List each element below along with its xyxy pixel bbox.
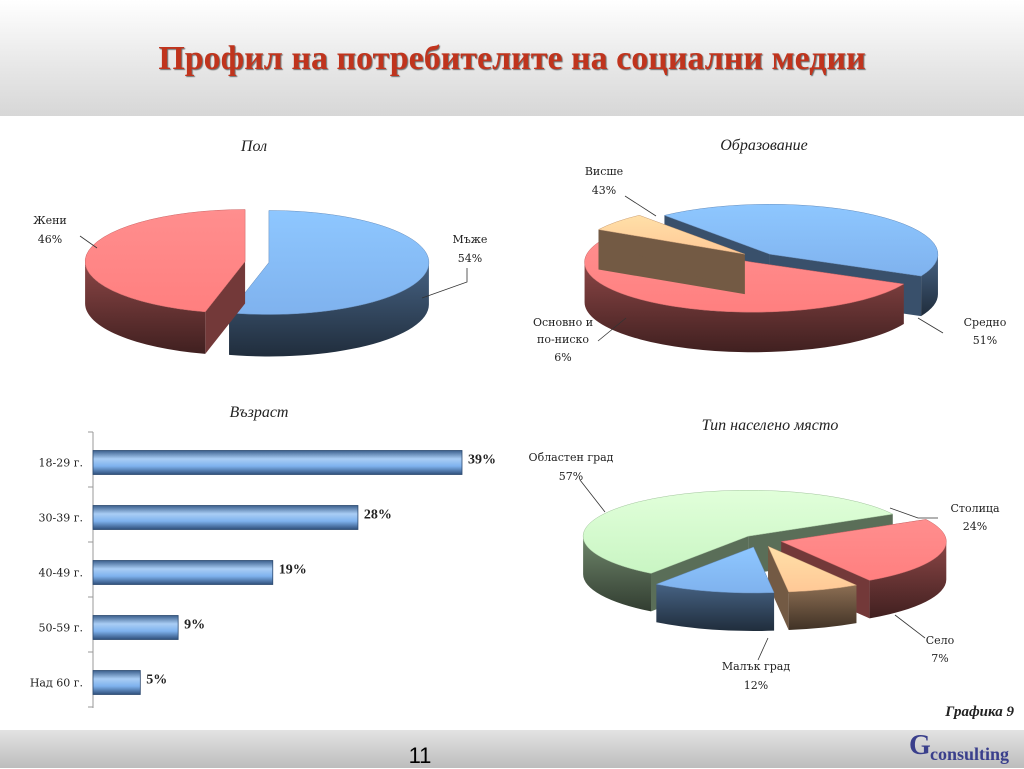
page-number: 11 [408, 743, 432, 768]
slice-pct-basic: 6% [554, 351, 571, 364]
chart-title-gender: Пол [240, 138, 267, 155]
footer-band [0, 730, 1024, 768]
slice-pct-village: 7% [931, 652, 948, 665]
age-bar-value-1: 28% [364, 508, 392, 523]
age-category-label-0: 18-29 г. [39, 457, 83, 470]
age-category-label-4: Над 60 г. [30, 677, 83, 690]
slice-pct-secondary: 51% [973, 334, 997, 347]
chart-title-age: Възраст [230, 404, 289, 421]
slice-pct-men: 54% [458, 252, 482, 265]
slice-label-village: Село [926, 634, 955, 647]
slice-label-basic-line1: Основно и [533, 316, 593, 329]
slice-pct-higher: 43% [592, 184, 616, 197]
logo-initial: G [909, 730, 931, 761]
settlement-slice-3 [655, 546, 775, 632]
pie-chart-gender [84, 209, 430, 357]
slice-label-basic-line2: по-ниско [537, 333, 589, 346]
slice-label-men: Мъже [453, 233, 488, 246]
slice-label-women: Жени [33, 214, 67, 227]
age-category-label-1: 30-39 г. [39, 512, 83, 525]
slice-label-regional-city: Областен град [529, 451, 614, 464]
slice-label-higher: Висше [585, 165, 623, 178]
slice-pct-regional-city: 57% [559, 470, 583, 483]
slice-pct-small-town: 12% [744, 679, 768, 692]
pie-chart-settlement [582, 489, 947, 632]
age-bar-value-2: 19% [279, 563, 307, 578]
slice-label-secondary: Средно [964, 316, 1007, 329]
age-bar-3 [92, 615, 179, 640]
gconsulting-logo: G consulting [905, 730, 1020, 766]
age-bar-value-4: 5% [146, 673, 167, 688]
logo-text: consulting [930, 744, 1010, 764]
slice-pct-capital: 24% [963, 520, 987, 533]
age-axis-ticks [88, 431, 93, 708]
leader-lines [79, 195, 944, 661]
page-title: Профил на потребителите на социални меди… [158, 40, 866, 77]
age-category-label-3: 50-59 г. [39, 622, 83, 635]
gender-slice-0 [228, 210, 430, 357]
slice-pct-women: 46% [38, 233, 62, 246]
slice-label-small-town: Малък град [722, 660, 791, 673]
slice-label-capital: Столица [950, 502, 1000, 515]
figure-label: Графика 9 [945, 704, 1014, 720]
age-bar-0 [92, 450, 463, 475]
age-category-label-2: 40-49 г. [39, 567, 83, 580]
settlement-slice-2 [767, 545, 858, 630]
gender-slice-1 [84, 209, 246, 354]
bar-chart-age: 39% 18-29 г. 28% 30-39 г. 19% 40-49 г. 9% 50-59… [30, 450, 496, 695]
age-bar-2 [92, 560, 274, 585]
header-band [0, 0, 1024, 116]
age-bar-1 [92, 505, 359, 530]
chart-title-education: Образование [720, 137, 808, 154]
education-slice-2 [597, 214, 745, 295]
age-bar-value-3: 9% [184, 618, 205, 633]
pie-chart-education [584, 204, 939, 353]
chart-title-settlement: Тип населено място [702, 417, 839, 434]
age-bar-4 [92, 670, 141, 695]
age-bar-value-0: 39% [468, 453, 496, 468]
